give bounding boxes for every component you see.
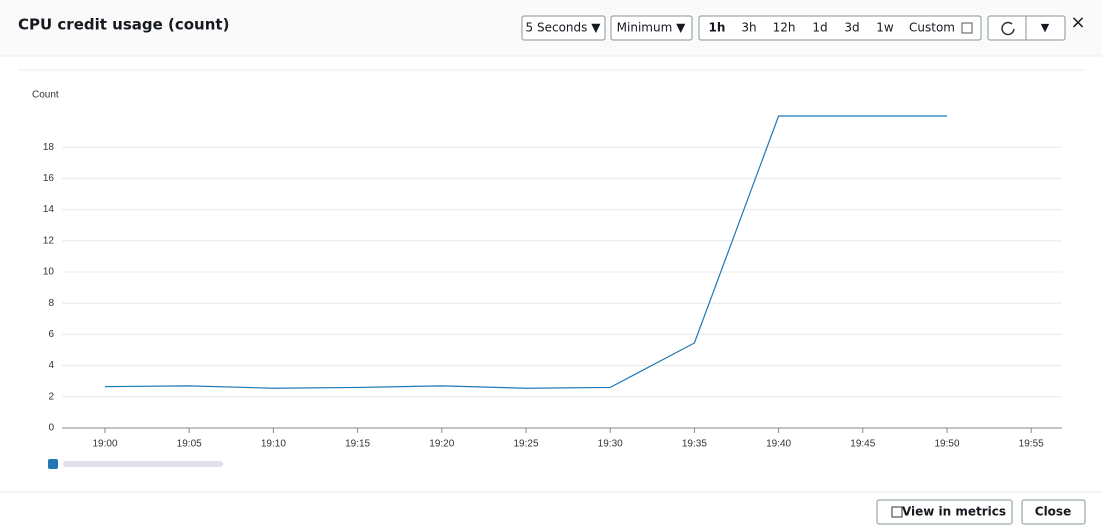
y-tick-label: 6 <box>48 329 54 340</box>
range-button[interactable]: 12h <box>773 21 796 35</box>
close-label[interactable]: Close <box>1035 505 1071 519</box>
y-tick-label: 14 <box>43 204 55 215</box>
range-button[interactable]: 3h <box>741 21 756 35</box>
x-tick-label: 19:05 <box>177 439 202 450</box>
x-tick-label: 19:55 <box>1019 439 1044 450</box>
y-tick-label: 2 <box>48 391 54 402</box>
close-x[interactable]: × <box>1070 12 1085 33</box>
plot: 0 2 4 6 8 10 12 14 16 18 19:00 19:05 19:10 19:15 19:20… <box>43 115 1062 450</box>
series-line <box>104 115 947 389</box>
range-group <box>698 15 982 41</box>
x-tick-label: 19:25 <box>513 439 538 450</box>
modal-title: CPU credit usage (count) <box>18 16 229 34</box>
legend-swatch <box>48 459 58 469</box>
more-button[interactable]: ▼ <box>1041 21 1050 34</box>
y-tick-label: 10 <box>43 267 55 278</box>
range-buttons: 1h 3h 12h 1d 3d 1w Custom <box>709 21 955 35</box>
statistic-button[interactable] <box>610 15 693 41</box>
range-button[interactable]: 1h <box>709 21 726 35</box>
x-tick-label: 19:15 <box>345 439 370 450</box>
range-button[interactable]: 1d <box>812 21 827 35</box>
y-tick-label: 4 <box>48 360 54 371</box>
x-tick-label: 19:20 <box>429 439 454 450</box>
x-tick-label: 19:10 <box>261 439 286 450</box>
legend-blurred <box>63 461 223 467</box>
calendar-icon[interactable] <box>961 22 973 34</box>
y-tick-label: 12 <box>43 235 55 246</box>
y-tick-label: 8 <box>48 298 54 309</box>
view-metrics-label[interactable]: View in metrics <box>902 505 1006 519</box>
statistic-label[interactable]: Minimum ▼ <box>617 21 686 35</box>
y-tick-label: 16 <box>43 173 55 184</box>
refresh-icon[interactable] <box>1001 21 1015 36</box>
period-button[interactable] <box>521 15 606 41</box>
range-button[interactable]: Custom <box>909 21 955 35</box>
x-tick-label: 19:45 <box>850 439 875 450</box>
x-tick-label: 19:40 <box>766 439 791 450</box>
y-axis-label: Count <box>32 90 59 101</box>
y-tick-label: 0 <box>48 423 54 434</box>
external-icon <box>891 506 903 518</box>
period-label[interactable]: 5 Seconds ▼ <box>526 21 602 35</box>
range-button[interactable]: 1w <box>876 21 894 35</box>
y-tick-label: 18 <box>43 142 55 153</box>
view-metrics-button[interactable] <box>876 499 1013 525</box>
range-button[interactable]: 3d <box>844 21 859 35</box>
x-tick-label: 19:30 <box>598 439 623 450</box>
x-tick-label: 19:50 <box>934 439 959 450</box>
x-tick-label: 19:35 <box>682 439 707 450</box>
close-button[interactable] <box>1021 499 1086 525</box>
x-tick-label: 19:00 <box>92 439 117 450</box>
